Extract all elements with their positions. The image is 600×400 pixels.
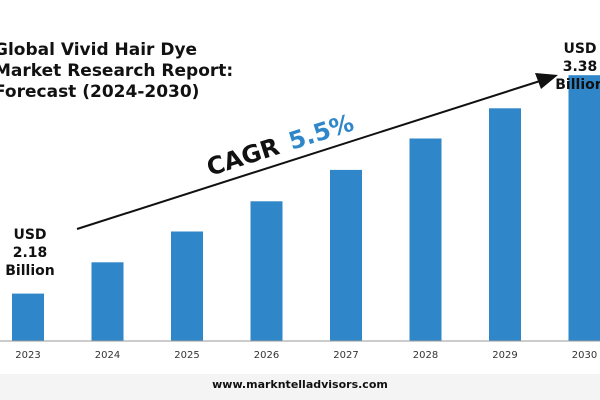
bar-2023 [12, 293, 44, 341]
x-tick-labels: 2023 2024 2025 2026 2027 2028 2029 2030 [15, 350, 597, 361]
bar-2027 [330, 169, 362, 341]
start-value-line-1: USD [13, 227, 47, 243]
start-value-line-3: Billion [5, 263, 55, 279]
end-value-label: USD 3.38 Billion [552, 40, 600, 94]
x-tick-label-2029: 2029 [492, 350, 517, 361]
chart-title: Global Vivid Hair Dye Market Research Re… [0, 40, 234, 103]
bar-2026 [250, 201, 283, 341]
x-tick-label-2026: 2026 [254, 350, 279, 361]
footer-band [0, 374, 600, 400]
cagr-value-text: 5.5% [285, 109, 357, 156]
footer-website[interactable]: www.markntelladvisors.com [212, 378, 388, 391]
bars-group [12, 75, 600, 341]
cagr-arrow [76, 73, 558, 230]
end-value-line-1: USD [563, 41, 597, 57]
cagr-label-text: CAGR [203, 132, 282, 181]
bar-2030 [568, 75, 600, 341]
x-tick-label-2023: 2023 [15, 350, 40, 361]
x-tick-label-2025: 2025 [174, 350, 199, 361]
chart-title-line-3: Forecast (2024-2030) [0, 82, 200, 102]
end-value-line-2: 3.38 [562, 59, 598, 75]
x-tick-label-2024: 2024 [95, 350, 120, 361]
bar-2024 [91, 262, 124, 341]
bar-2029 [489, 108, 521, 341]
x-tick-label-2030: 2030 [572, 350, 597, 361]
start-value-line-2: 2.18 [12, 245, 48, 261]
x-tick-label-2027: 2027 [333, 350, 358, 361]
x-tick-label-2028: 2028 [413, 350, 438, 361]
start-value-label: USD 2.18 Billion [4, 226, 56, 280]
end-value-line-3: Billion [555, 77, 600, 93]
chart-title-line-1: Global Vivid Hair Dye [0, 40, 198, 60]
bar-2028 [409, 138, 442, 341]
bar-2025 [171, 231, 203, 341]
chart-title-line-2: Market Research Report: [0, 61, 234, 81]
